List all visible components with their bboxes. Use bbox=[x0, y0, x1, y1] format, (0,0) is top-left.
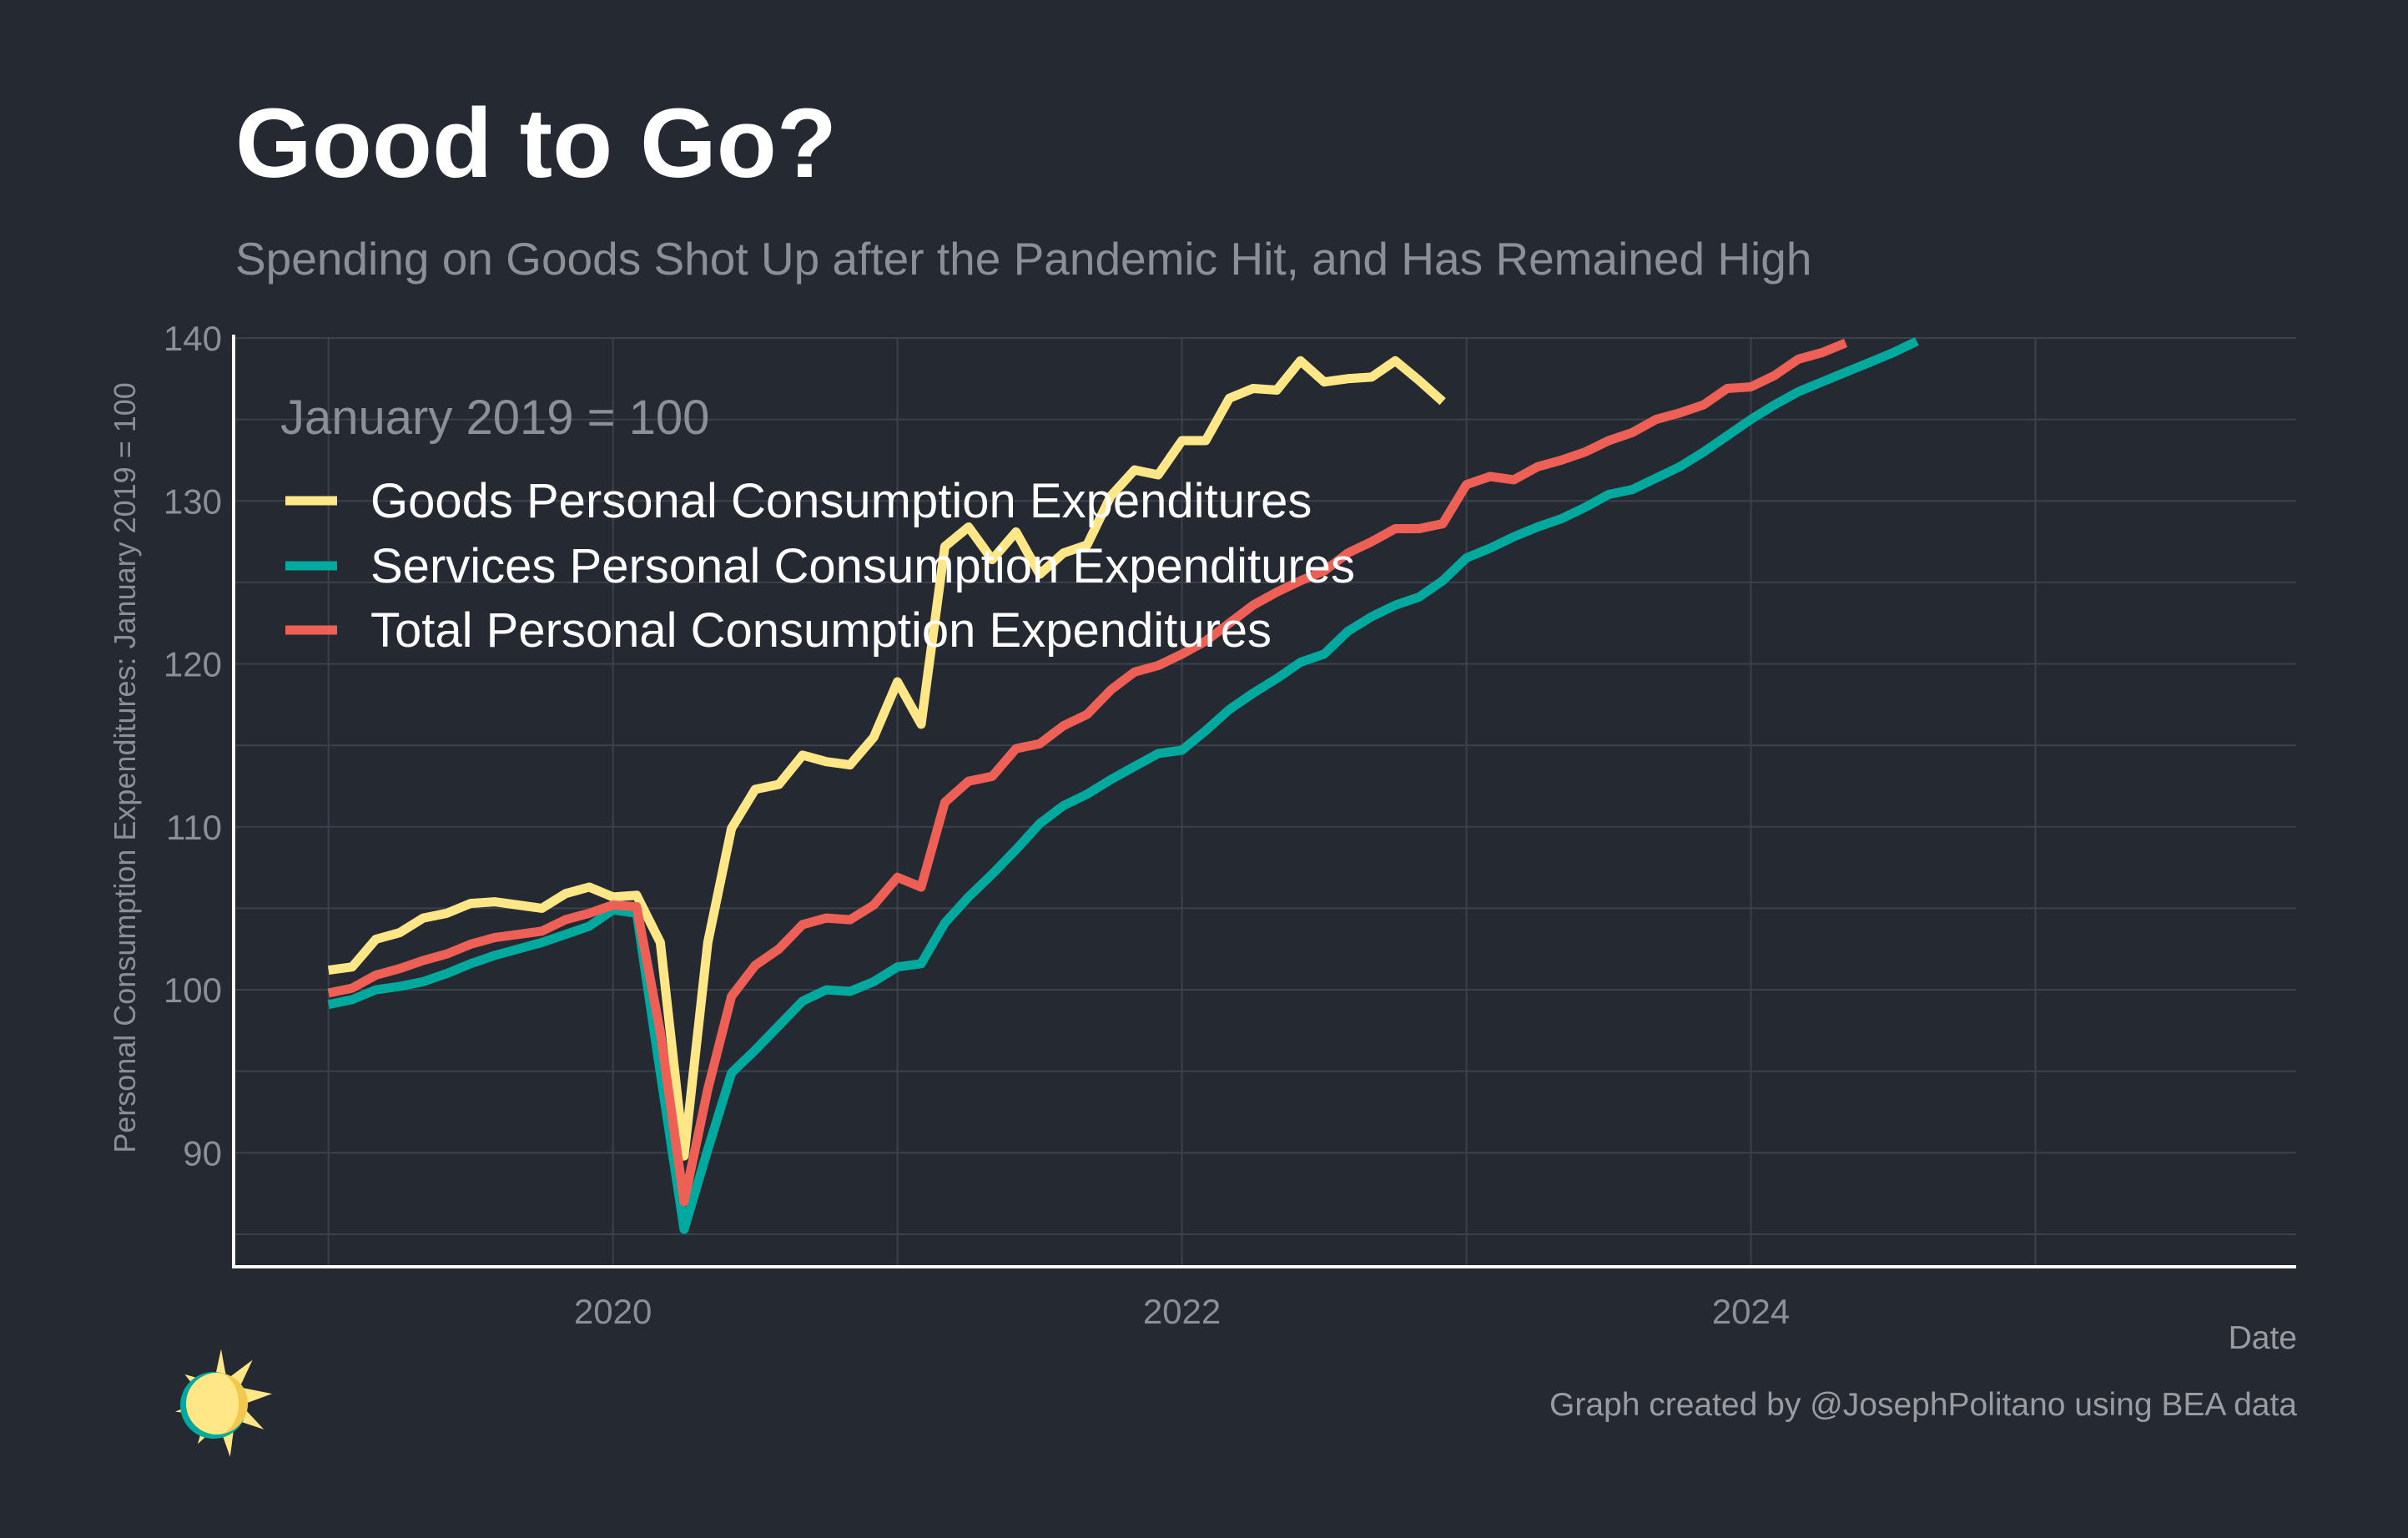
y-axis-label: Personal Consumption Expenditures: Janua… bbox=[108, 382, 142, 1153]
legend-label: Total Personal Consumption Expenditures bbox=[370, 603, 1272, 658]
series-line-1 bbox=[327, 356, 1446, 1161]
y-tick-label: 110 bbox=[166, 808, 222, 847]
sun-icon bbox=[172, 1346, 275, 1460]
legend-title: January 2019 = 100 bbox=[280, 391, 709, 445]
series-lines bbox=[327, 336, 1919, 1234]
grid-lines bbox=[234, 337, 2296, 1267]
x-axis-label: Date bbox=[2228, 1320, 2297, 1356]
y-tick-label: 120 bbox=[164, 645, 222, 684]
credit-text: Graph created by @JosephPolitano using B… bbox=[1549, 1387, 2297, 1423]
y-axis-ticks: 90 100 110 120 130 140 bbox=[164, 319, 222, 1172]
legend-label: Services Personal Consumption Expenditur… bbox=[370, 539, 1355, 593]
x-tick-label: 2020 bbox=[574, 1292, 652, 1331]
series-line-3 bbox=[327, 338, 1848, 1207]
chart-subtitle: Spending on Goods Shot Up after the Pand… bbox=[235, 233, 1812, 285]
legend: January 2019 = 100 Goods Personal Consum… bbox=[280, 391, 1355, 658]
y-tick-label: 90 bbox=[183, 1133, 222, 1172]
series-line-2 bbox=[327, 336, 1919, 1234]
chart-title: Good to Go? bbox=[235, 88, 837, 199]
y-tick-label: 130 bbox=[164, 482, 222, 521]
x-tick-label: 2024 bbox=[1712, 1292, 1790, 1331]
y-tick-label: 100 bbox=[164, 971, 222, 1010]
x-axis-ticks: 2020 2022 2024 bbox=[574, 1292, 1790, 1331]
x-tick-label: 2022 bbox=[1143, 1292, 1221, 1331]
legend-label: Goods Personal Consumption Expenditures bbox=[370, 474, 1312, 528]
y-tick-label: 140 bbox=[164, 319, 222, 358]
axes bbox=[232, 335, 2296, 1268]
